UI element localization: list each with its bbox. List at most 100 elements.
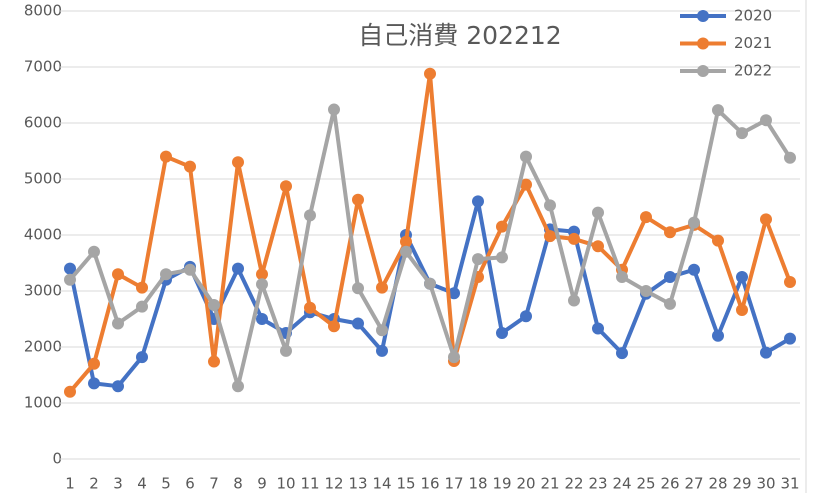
x-tick-label: 25	[636, 475, 655, 493]
data-point	[616, 271, 628, 283]
series-line	[68, 107, 792, 389]
data-point	[736, 304, 748, 317]
legend-label: 2022	[734, 62, 772, 80]
x-tick-label: 3	[113, 475, 123, 493]
data-point	[544, 230, 556, 243]
x-tick-label: 6	[185, 475, 195, 493]
y-tick-label: 6000	[24, 114, 62, 132]
data-point	[136, 351, 148, 364]
x-tick-label: 9	[257, 475, 267, 493]
y-tick-label: 8000	[24, 2, 62, 20]
data-point	[352, 317, 364, 330]
chart-title: 自己消費 202212	[358, 21, 561, 50]
data-point	[64, 262, 76, 275]
data-point	[88, 245, 100, 258]
data-point	[424, 67, 436, 80]
data-point	[784, 332, 796, 345]
x-tick-label: 15	[396, 475, 415, 493]
data-point	[448, 351, 460, 364]
data-point	[712, 329, 724, 342]
data-point	[112, 268, 124, 281]
data-point	[184, 263, 196, 276]
data-point	[376, 281, 388, 294]
x-tick-label: 18	[468, 475, 487, 493]
data-point	[448, 287, 460, 300]
x-tick-label: 14	[372, 475, 391, 493]
series-line	[68, 71, 792, 394]
y-tick-label: 5000	[24, 170, 62, 188]
data-point	[88, 377, 100, 390]
data-point	[184, 160, 196, 173]
data-point	[496, 220, 508, 233]
data-point	[232, 380, 244, 393]
data-point	[688, 216, 700, 229]
data-point	[376, 324, 388, 337]
legend-marker	[697, 65, 709, 77]
data-point	[712, 104, 724, 117]
data-point	[328, 103, 340, 116]
x-tick-label: 21	[540, 475, 559, 493]
legend-marker	[697, 37, 709, 50]
data-point	[784, 276, 796, 289]
x-tick-label: 5	[161, 475, 171, 493]
data-point	[568, 232, 580, 245]
data-point	[232, 262, 244, 275]
x-tick-label: 10	[276, 475, 295, 493]
data-point	[640, 211, 652, 224]
x-tick-label: 24	[612, 475, 631, 493]
data-point	[664, 297, 676, 310]
x-tick-label: 7	[209, 475, 219, 493]
data-point	[664, 271, 676, 283]
data-point	[400, 235, 412, 248]
data-point	[664, 226, 676, 239]
x-tick-label: 12	[324, 475, 343, 493]
data-point	[280, 344, 292, 357]
data-point	[688, 263, 700, 276]
data-point	[760, 346, 772, 359]
y-tick-label: 0	[52, 450, 62, 468]
data-point	[64, 273, 76, 286]
y-tick-label: 7000	[24, 58, 62, 76]
data-point	[520, 310, 532, 323]
data-point	[304, 209, 316, 222]
data-point	[88, 357, 100, 370]
x-tick-label: 16	[420, 475, 439, 493]
data-point	[544, 199, 556, 212]
data-point	[472, 253, 484, 266]
x-tick-label: 8	[233, 475, 243, 493]
data-point	[64, 385, 76, 398]
data-point	[592, 240, 604, 253]
data-point	[136, 281, 148, 294]
data-point	[352, 282, 364, 295]
data-point	[592, 206, 604, 219]
x-tick-label: 11	[300, 475, 319, 493]
x-tick-label: 2	[89, 475, 99, 493]
y-tick-label: 2000	[24, 338, 62, 356]
data-point	[280, 180, 292, 193]
data-point	[760, 114, 772, 127]
legend-label: 2021	[734, 34, 772, 52]
data-point	[256, 278, 268, 291]
data-point	[496, 251, 508, 264]
data-point	[208, 355, 220, 368]
data-point	[304, 301, 316, 314]
legend-marker	[697, 10, 709, 22]
data-point	[208, 299, 220, 311]
data-point	[472, 195, 484, 208]
data-point	[256, 268, 268, 281]
x-tick-label: 22	[564, 475, 583, 493]
x-tick-label: 27	[684, 475, 703, 493]
legend-label: 2020	[734, 7, 772, 25]
x-tick-label: 26	[660, 475, 679, 493]
x-tick-label: 31	[780, 475, 799, 493]
x-tick-label: 30	[756, 475, 775, 493]
data-point	[112, 380, 124, 393]
data-point	[760, 213, 772, 226]
x-tick-label: 20	[516, 475, 535, 493]
data-point	[400, 245, 412, 258]
y-tick-label: 4000	[24, 226, 62, 244]
data-point	[424, 277, 436, 290]
data-point	[352, 193, 364, 206]
data-point	[160, 268, 172, 281]
